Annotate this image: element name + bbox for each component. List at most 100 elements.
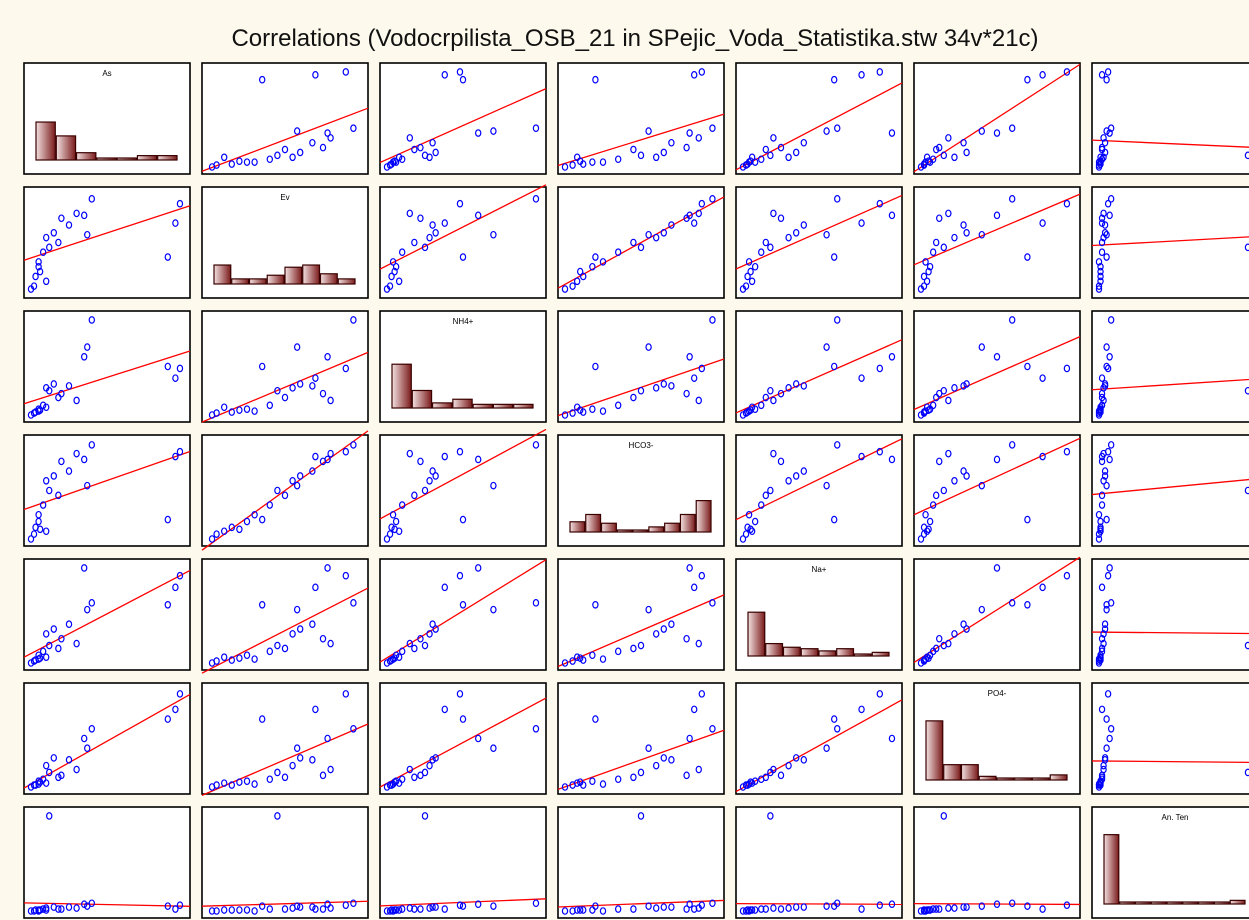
data-point — [920, 160, 928, 168]
histogram-bar — [747, 611, 766, 657]
data-point — [50, 754, 58, 762]
data-point — [1104, 68, 1112, 76]
data-point — [777, 389, 785, 398]
histogram-bar — [996, 777, 1015, 781]
data-point — [281, 393, 289, 402]
data-point — [940, 812, 948, 820]
data-point — [637, 243, 645, 252]
data-point — [309, 382, 316, 390]
panel-po4-vs-hco3 — [557, 682, 725, 795]
data-point — [43, 527, 50, 536]
data-point — [1063, 199, 1071, 208]
data-point — [1098, 501, 1106, 509]
data-point — [391, 267, 398, 276]
data-point — [1103, 744, 1110, 753]
data-point — [208, 783, 216, 791]
data-point — [293, 605, 301, 614]
data-point — [683, 634, 690, 643]
data-point — [917, 285, 925, 293]
regression-line — [201, 107, 369, 172]
data-point — [653, 153, 660, 162]
data-point — [1244, 641, 1249, 650]
histogram-bar — [1103, 834, 1120, 905]
data-point — [421, 486, 429, 495]
data-point — [251, 407, 258, 415]
data-point — [1039, 374, 1046, 382]
data-point — [823, 481, 830, 490]
data-point — [1100, 639, 1107, 648]
histogram-bar — [782, 646, 801, 657]
panel-frame — [913, 434, 1081, 547]
data-point — [84, 230, 91, 239]
data-point — [73, 904, 80, 912]
panel-nh4-vs-as — [23, 310, 191, 423]
data-point — [27, 285, 35, 293]
data-point — [266, 905, 273, 913]
data-point — [309, 756, 316, 764]
data-point — [599, 655, 607, 663]
data-point — [456, 690, 464, 698]
regression-line — [1091, 478, 1249, 496]
data-point — [399, 248, 406, 257]
data-point — [945, 396, 952, 405]
data-point — [1103, 362, 1110, 371]
data-point — [406, 765, 413, 774]
panel-frame — [913, 558, 1081, 671]
data-point — [963, 229, 970, 237]
data-point — [767, 768, 774, 777]
data-point — [55, 905, 62, 913]
data-point — [744, 272, 751, 281]
data-point — [920, 272, 928, 281]
data-point — [392, 777, 400, 785]
data-point — [39, 647, 47, 656]
data-point — [350, 441, 357, 449]
data-point — [289, 761, 296, 770]
data-point — [945, 904, 952, 912]
data-point — [580, 906, 587, 914]
data-point — [960, 138, 967, 147]
panel-frame — [379, 682, 547, 795]
data-point — [319, 634, 327, 643]
data-point — [589, 651, 596, 660]
data-point — [309, 467, 316, 475]
data-point — [297, 625, 304, 633]
data-point — [660, 380, 668, 388]
data-point — [561, 163, 569, 171]
data-point — [686, 352, 693, 361]
data-point — [456, 199, 464, 208]
data-point — [58, 457, 65, 466]
data-point — [933, 238, 940, 247]
data-point — [164, 515, 171, 524]
data-point — [456, 68, 464, 76]
histogram-bar — [600, 522, 617, 533]
data-point — [751, 906, 759, 914]
data-point — [592, 75, 599, 84]
data-point — [490, 744, 497, 753]
data-point — [259, 902, 266, 910]
data-point — [573, 153, 581, 162]
data-point — [383, 535, 391, 543]
data-point — [599, 407, 607, 415]
data-point — [834, 195, 841, 203]
data-point — [43, 761, 50, 770]
data-point — [1024, 362, 1031, 371]
data-point — [1097, 517, 1104, 526]
histogram-bar — [35, 121, 56, 161]
data-point — [1098, 634, 1106, 643]
chart-title: Correlations (Vodocrpilista_OSB_21 in SP… — [231, 25, 1039, 52]
histogram-bar — [231, 278, 250, 285]
panel-nh4-vs-ev — [201, 310, 369, 423]
data-point — [645, 605, 652, 614]
data-point — [858, 452, 865, 461]
data-point — [858, 905, 865, 913]
data-point — [599, 158, 607, 166]
data-point — [324, 900, 331, 909]
histogram-bar — [765, 642, 784, 657]
data-point — [243, 405, 251, 413]
data-point — [888, 900, 896, 909]
data-point — [758, 248, 765, 257]
data-point — [569, 409, 576, 417]
data-point — [573, 277, 581, 286]
data-point — [653, 630, 660, 638]
data-point — [39, 905, 47, 913]
